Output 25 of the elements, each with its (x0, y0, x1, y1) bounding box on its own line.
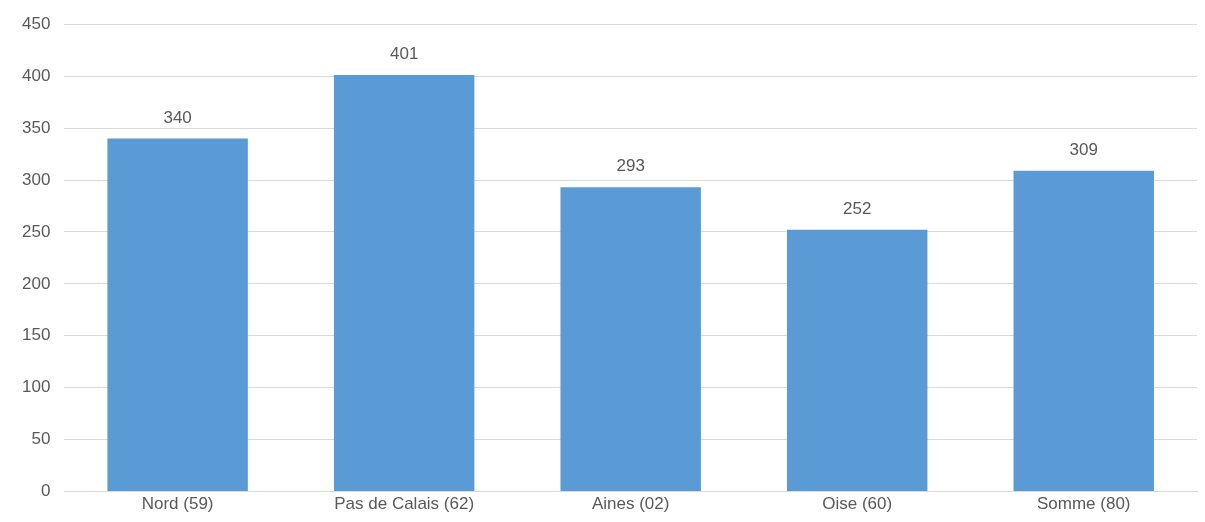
y-tick-label: 150 (21, 325, 51, 345)
x-tick-label: Pas de Calais (62) (334, 494, 475, 514)
data-label: 340 (163, 107, 192, 127)
y-tick-label: 100 (21, 377, 51, 397)
x-tick-label: Somme (80) (1036, 494, 1131, 514)
y-tick-label: 200 (21, 273, 51, 293)
bar (1013, 170, 1154, 492)
y-tick-label: 250 (21, 221, 51, 241)
data-label: 309 (1069, 139, 1098, 159)
y-tick-label: 50 (31, 429, 51, 449)
bar (560, 187, 701, 492)
x-tick-label: Nord (59) (141, 494, 214, 514)
y-tick-label: 400 (21, 65, 51, 85)
data-label: 252 (843, 199, 872, 219)
bar (107, 138, 248, 492)
y-tick-label: 450 (21, 13, 51, 33)
data-label: 401 (389, 44, 419, 64)
x-tick-label: Aines (02) (591, 494, 670, 514)
x-tick-label: Oise (60) (822, 494, 893, 514)
y-tick-label: 350 (21, 117, 51, 137)
data-label: 293 (616, 156, 645, 176)
bar (786, 229, 928, 492)
bar (333, 75, 475, 492)
y-tick-label: 0 (40, 481, 51, 501)
y-tick-label: 300 (21, 169, 51, 189)
